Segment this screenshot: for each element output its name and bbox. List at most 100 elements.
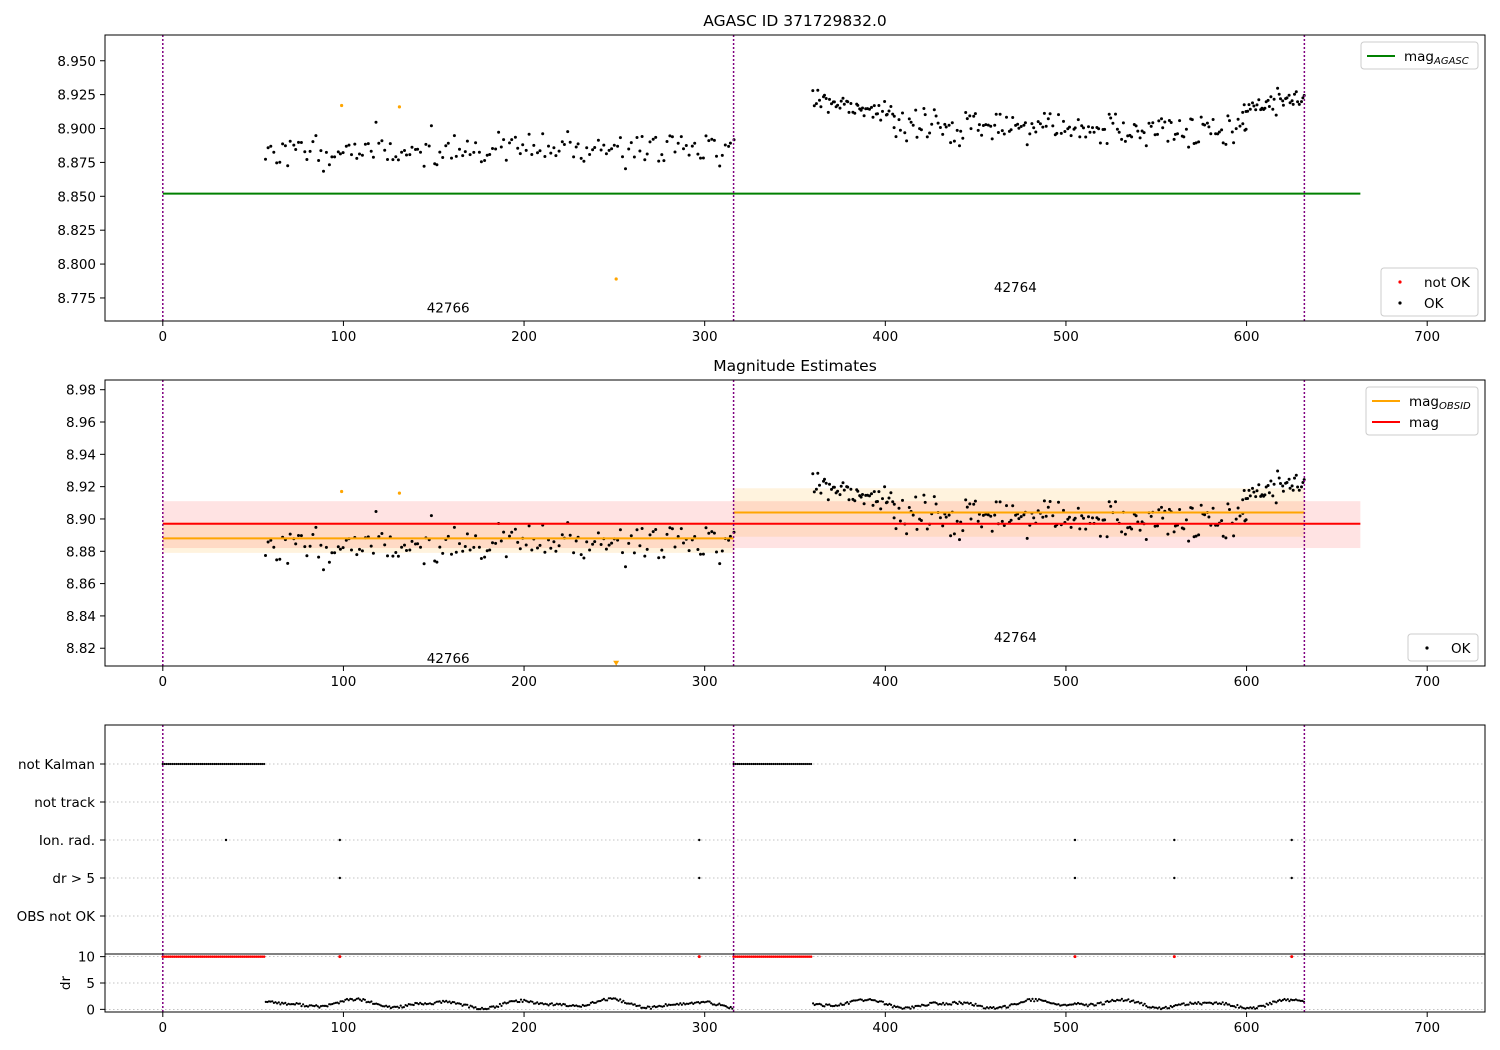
data-point <box>568 140 572 144</box>
data-point <box>1209 132 1213 136</box>
capped-dr-point <box>748 955 751 958</box>
dr-point <box>904 1006 907 1009</box>
data-point <box>1267 105 1271 108</box>
dr-point <box>708 1000 711 1003</box>
dr-point <box>870 998 873 1002</box>
flag-point <box>167 762 170 766</box>
flag-point <box>788 762 791 766</box>
dr-point <box>487 1007 490 1010</box>
data-point <box>934 114 938 118</box>
plot-frame <box>104 953 1486 1013</box>
data-point <box>441 551 445 555</box>
data-point <box>1157 119 1161 123</box>
data-point <box>1203 513 1207 517</box>
data-point <box>604 152 608 156</box>
data-point <box>1293 92 1296 96</box>
x-tick-label: 600 <box>1234 674 1260 690</box>
dr-point <box>868 998 872 1001</box>
data-point <box>391 554 395 558</box>
data-point <box>1238 514 1242 518</box>
y-tick-label: 8.84 <box>66 609 96 625</box>
data-point <box>693 535 697 538</box>
dr-point <box>1101 1003 1104 1006</box>
flag-point <box>754 762 757 766</box>
dr-point <box>1096 1002 1099 1005</box>
dr-point <box>1182 1002 1185 1005</box>
dr-point <box>1236 1003 1239 1007</box>
dr-point <box>318 1006 321 1009</box>
data-point <box>396 158 400 162</box>
dr-point <box>604 999 607 1002</box>
data-point <box>707 531 711 535</box>
data-point <box>1068 515 1071 519</box>
dr-point <box>545 1003 549 1006</box>
data-point <box>819 491 823 495</box>
flag-point <box>261 762 264 766</box>
data-point <box>588 548 592 552</box>
data-point <box>1115 518 1119 522</box>
data-point <box>488 153 492 156</box>
dr-point <box>974 1002 977 1005</box>
data-point <box>1144 144 1148 148</box>
dr-point <box>1114 1000 1117 1003</box>
data-point <box>1255 489 1259 493</box>
dr-point <box>1233 1005 1236 1008</box>
flag-point <box>786 762 789 766</box>
data-point <box>410 145 414 149</box>
data-point <box>1246 497 1250 500</box>
dr-point <box>295 1002 298 1005</box>
dr-point <box>323 1004 326 1008</box>
dr-point <box>649 1007 653 1010</box>
capped-dr-point <box>774 955 777 958</box>
data-point <box>648 533 652 537</box>
dr-point <box>1223 1003 1226 1006</box>
data-point <box>915 527 919 531</box>
capped-dr-point <box>185 955 188 958</box>
dr-point <box>966 1001 969 1004</box>
dr-point <box>365 1001 368 1004</box>
y-tick-label: 8.88 <box>66 544 96 560</box>
data-point <box>828 97 831 101</box>
dr-point <box>838 1004 841 1007</box>
capped-dr-point <box>231 955 234 958</box>
data-point <box>993 513 997 517</box>
data-point <box>508 141 511 145</box>
dr-point <box>1062 1003 1065 1006</box>
data-point <box>1076 506 1080 510</box>
capped-dr-point <box>241 955 244 958</box>
capped-dr-point <box>167 955 171 958</box>
data-point <box>322 169 325 173</box>
data-point <box>1187 539 1191 543</box>
dr-point <box>614 997 617 1000</box>
data-point <box>1044 514 1048 518</box>
capped-dr-point <box>750 955 753 958</box>
data-point <box>684 144 688 147</box>
dr-point <box>326 1005 329 1008</box>
dr-point <box>518 1000 521 1004</box>
data-point <box>508 534 511 538</box>
capped-dr-point <box>203 955 206 958</box>
data-point <box>278 557 282 561</box>
flag-point <box>756 762 759 766</box>
dr-point <box>1003 1004 1007 1008</box>
dr-point <box>1159 1008 1163 1011</box>
dr-point <box>813 1003 816 1007</box>
data-point <box>572 155 576 159</box>
legend-label-text: not OK <box>1424 275 1471 291</box>
flag-point <box>784 762 787 766</box>
dr-point <box>594 1001 597 1004</box>
data-point <box>1046 505 1050 509</box>
data-point <box>1287 477 1291 481</box>
data-point <box>701 156 705 160</box>
dr-point <box>680 1003 684 1006</box>
dr-point <box>945 1002 948 1005</box>
dr-point <box>332 1002 336 1005</box>
data-point <box>516 540 520 544</box>
data-point <box>911 513 915 517</box>
flag-point <box>175 762 178 766</box>
x-tick-label: 300 <box>692 1020 718 1036</box>
capped-dr-point <box>797 955 801 958</box>
capped-dr-point <box>782 955 785 958</box>
dr-point <box>586 1004 589 1007</box>
